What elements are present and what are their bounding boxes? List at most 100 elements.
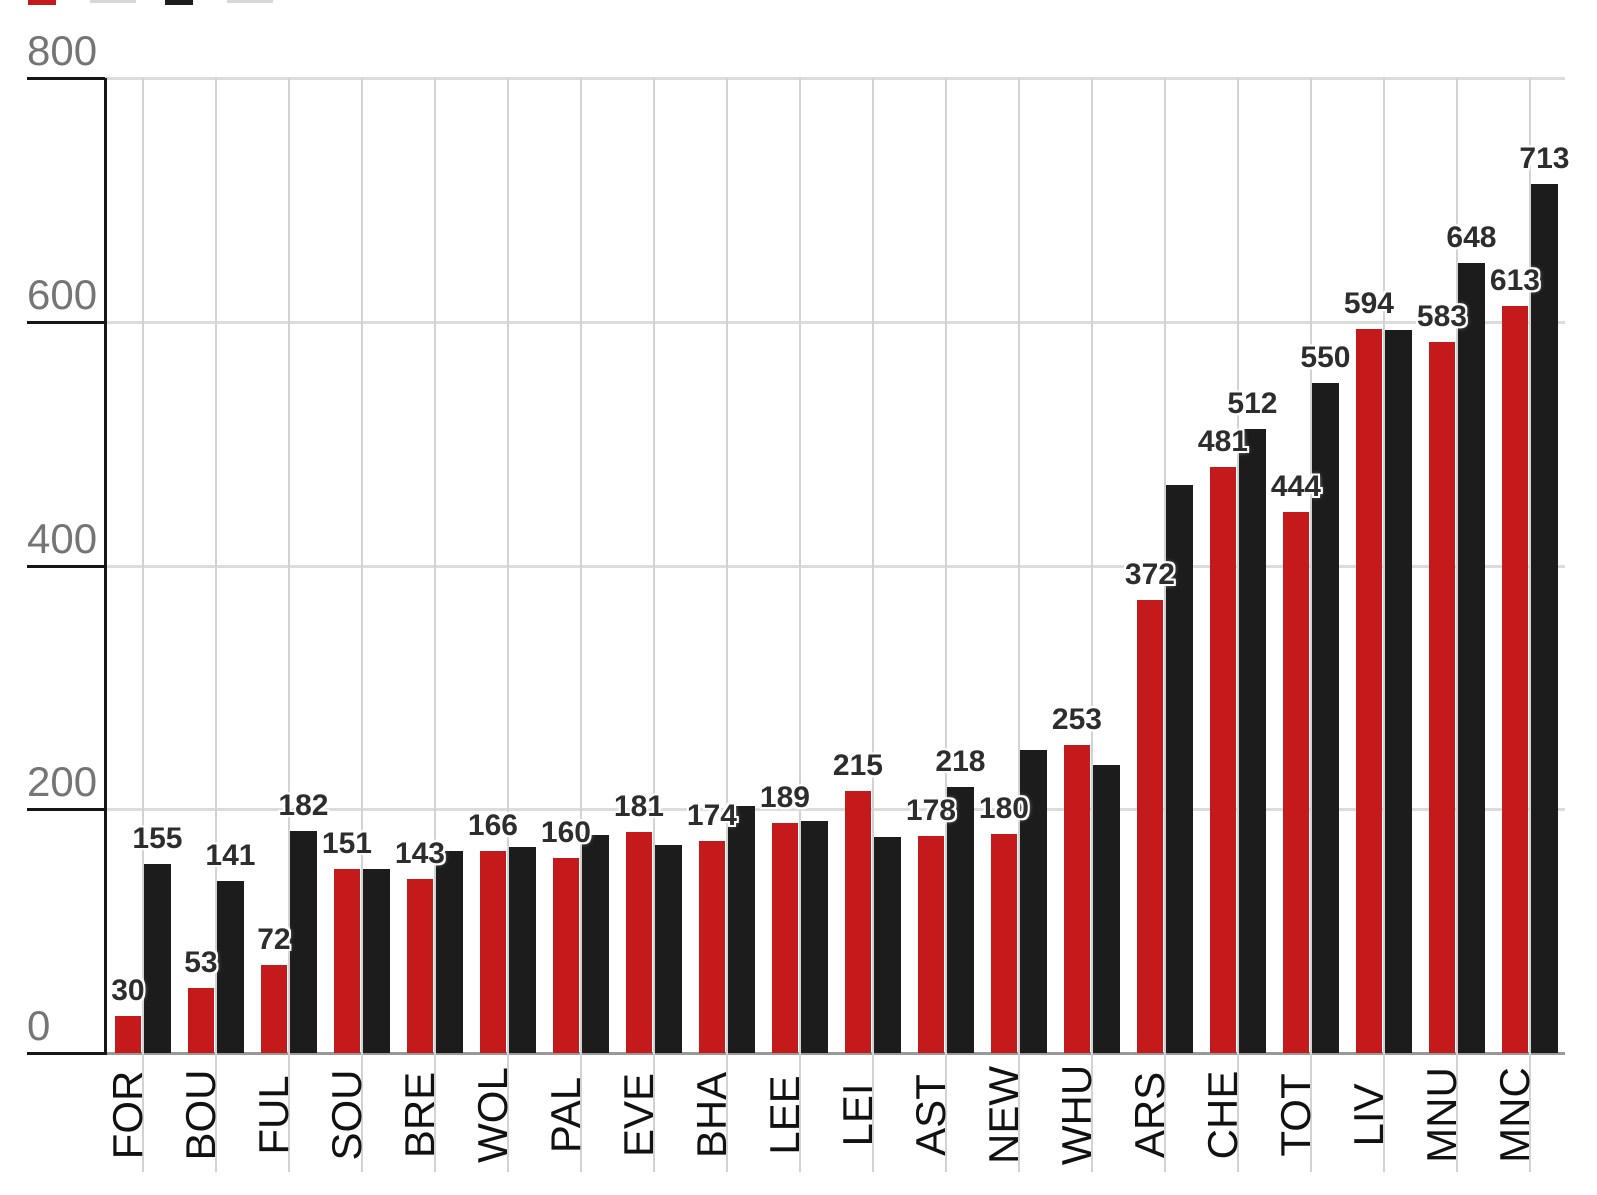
bar-red-TOT[interactable] (1282, 511, 1310, 1053)
bar-red-LIV[interactable] (1355, 329, 1383, 1053)
bar-black-LEI[interactable] (874, 837, 901, 1053)
bar-black-LEE[interactable] (801, 821, 828, 1053)
gridline-200 (105, 808, 1565, 812)
bar-red-MNU[interactable] (1428, 342, 1456, 1053)
bar-black-FOR[interactable] (144, 864, 171, 1053)
category-separator-TOT (1309, 78, 1312, 1172)
bar-red-BHA[interactable] (698, 840, 726, 1053)
y-tick-200 (27, 808, 105, 812)
bar-red-ARS[interactable] (1136, 599, 1164, 1053)
x-label-MNC: MNC (1490, 1067, 1538, 1163)
bar-black-WOL[interactable] (509, 847, 536, 1053)
bar-red-FOR[interactable] (114, 1016, 142, 1053)
x-label-ARS: ARS (1125, 1071, 1173, 1159)
bar-red-CHE[interactable] (1209, 466, 1237, 1053)
bar-label-black-FOR: 155 (132, 822, 183, 856)
bar-black-ARS[interactable] (1166, 485, 1193, 1053)
bar-red-WHU[interactable] (1063, 744, 1091, 1053)
bar-black-BRE[interactable] (436, 850, 463, 1053)
bar-red-BOU[interactable] (187, 988, 215, 1053)
y-tick-label-800: 800 (27, 27, 98, 74)
x-label-BRE: BRE (395, 1071, 443, 1159)
bar-black-WHU[interactable] (1093, 765, 1120, 1053)
bar-black-MNC[interactable] (1531, 184, 1558, 1053)
x-label-CHE: CHE (1198, 1070, 1246, 1160)
gridline-400 (105, 564, 1565, 568)
y-axis (104, 78, 107, 1055)
x-label-SOU: SOU (322, 1069, 370, 1161)
category-separator-WOL (506, 78, 509, 1172)
x-label-TOT: TOT (1271, 1073, 1319, 1157)
category-separator-LEE (798, 78, 801, 1172)
bar-red-BRE[interactable] (406, 878, 434, 1053)
bar-black-TOT[interactable] (1312, 382, 1339, 1053)
category-separator-BHA (725, 78, 728, 1172)
bar-label-red-WHU: 253 (1051, 702, 1102, 736)
category-separator-LEI (871, 78, 874, 1172)
bar-label-red-BHA: 174 (686, 798, 737, 832)
bar-black-SOU[interactable] (363, 868, 390, 1053)
bar-label-red-MNU: 583 (1416, 300, 1467, 334)
bar-black-NEW[interactable] (1020, 749, 1047, 1053)
category-separator-EVE (652, 78, 655, 1172)
bar-label-red-TOT: 444 (1270, 469, 1321, 503)
gridline-800 (105, 77, 1565, 80)
y-tick-label-200: 200 (27, 758, 98, 806)
bar-black-EVE[interactable] (655, 844, 682, 1053)
category-separator-NEW (1017, 78, 1020, 1172)
bar-red-NEW[interactable] (990, 833, 1018, 1053)
x-label-LEI: LEI (833, 1083, 881, 1147)
category-separator-WHU (1090, 78, 1093, 1172)
bar-black-AST[interactable] (947, 787, 974, 1053)
bar-red-SOU[interactable] (333, 868, 361, 1053)
bar-label-red-BRE: 143 (394, 836, 445, 870)
bar-red-LEE[interactable] (771, 822, 799, 1053)
bar-label-red-FOR: 30 (111, 974, 145, 1008)
bar-label-red-FUL: 72 (257, 923, 291, 957)
bar-black-MNU[interactable] (1458, 263, 1485, 1053)
bar-red-MNC[interactable] (1501, 305, 1529, 1053)
bar-label-black-AST: 218 (935, 745, 986, 779)
bar-black-BHA[interactable] (728, 805, 755, 1053)
category-separator-SOU (360, 78, 363, 1172)
bar-red-LEI[interactable] (844, 790, 872, 1053)
bar-red-FUL[interactable] (260, 965, 288, 1053)
bar-label-red-SOU: 151 (321, 826, 372, 860)
category-separator-LIV (1382, 78, 1385, 1172)
bar-label-black-TOT: 550 (1300, 340, 1351, 374)
x-label-FUL: FUL (249, 1075, 297, 1155)
bar-black-LIV[interactable] (1385, 330, 1412, 1053)
bar-label-red-AST: 178 (905, 794, 956, 828)
x-label-WOL: WOL (468, 1067, 516, 1163)
bar-label-red-LIV: 594 (1343, 287, 1394, 321)
y-tick-label-400: 400 (27, 514, 98, 562)
bar-label-black-CHE: 512 (1227, 387, 1278, 420)
category-separator-CHE (1236, 78, 1239, 1172)
x-label-LIV: LIV (1344, 1083, 1392, 1147)
bar-red-EVE[interactable] (625, 832, 653, 1053)
x-label-MNU: MNU (1417, 1067, 1465, 1163)
bar-red-AST[interactable] (917, 836, 945, 1053)
y-tick-400 (27, 564, 105, 568)
x-label-FOR: FOR (103, 1070, 151, 1160)
bar-red-PAL[interactable] (552, 858, 580, 1053)
black-series-swatch (165, 0, 193, 5)
bar-black-CHE[interactable] (1239, 429, 1266, 1053)
category-separator-MNU (1455, 78, 1458, 1172)
bar-label-black-BOU: 141 (205, 839, 256, 873)
y-tick-label-600: 600 (27, 270, 98, 318)
bar-label-black-FUL: 182 (278, 789, 329, 823)
bar-black-PAL[interactable] (582, 834, 609, 1053)
bar-label-red-ARS: 372 (1124, 557, 1175, 591)
bar-black-FUL[interactable] (290, 831, 317, 1053)
bar-red-WOL[interactable] (479, 850, 507, 1053)
category-separator-FOR (141, 78, 144, 1172)
bar-black-BOU[interactable] (217, 881, 244, 1053)
bar-label-red-LEI: 215 (832, 748, 883, 782)
x-label-LEE: LEE (760, 1075, 808, 1155)
legend-text-sliver (90, 0, 136, 3)
x-label-AST: AST (906, 1074, 954, 1156)
category-separator-BOU (214, 78, 217, 1172)
y-tick-600 (27, 320, 105, 324)
